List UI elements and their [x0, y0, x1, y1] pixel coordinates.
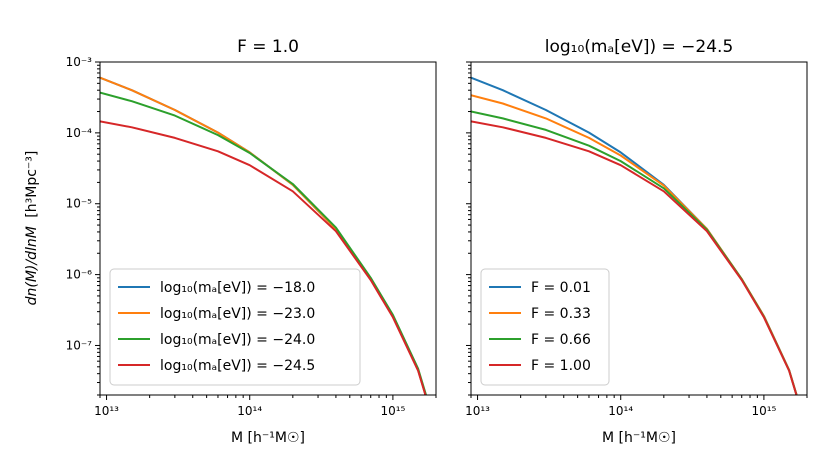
y-axis-label-main: dn(M)/dlnM [24, 226, 40, 305]
x-tick-label-2: 10¹⁵ [751, 404, 776, 418]
y-tick-label-4: 10⁻³ [66, 55, 93, 69]
left-panel: F = 1.0 10¹³ 10¹⁴ 10¹⁵ 10⁻⁷ 10⁻⁶ 10⁻⁵ 10⁻⁴ 10⁻³ M… [66, 37, 437, 446]
x-tick-label-1: 10¹⁴ [608, 404, 633, 418]
legend-entry-2: F = 0.66 [531, 332, 591, 348]
y-tick-label-0: 10⁻⁷ [66, 338, 93, 352]
plot-frame [470, 61, 808, 396]
legend: F = 0.01 F = 0.33 F = 0.66 F = 1.00 [480, 268, 610, 386]
legend-entry-0: log₁₀(mₐ[eV]) = −18.0 [160, 280, 315, 296]
y-axis-label-unit: [h³Mpc⁻³] [24, 151, 40, 218]
series-lines [471, 76, 798, 395]
chart-title-0: F = 1.0 [237, 37, 299, 57]
legend-frame [480, 268, 610, 386]
legend-entry-1: log₁₀(mₐ[eV]) = −23.0 [160, 306, 315, 322]
x-tick-label-0: 10¹³ [94, 404, 119, 418]
series-lines [100, 76, 428, 395]
legend-frame [109, 268, 361, 386]
y-tick-label-1: 10⁻⁶ [66, 268, 93, 282]
chart-title-1: log₁₀(mₐ[eV]) = −24.5 [545, 37, 734, 57]
y-tick-label-2: 10⁻⁵ [66, 197, 93, 211]
x-tick-label-1: 10¹⁴ [237, 404, 262, 418]
series-line-3 [471, 120, 798, 395]
right-panel: log₁₀(mₐ[eV]) = −24.5 10¹³ 10¹⁴ 10¹⁵ M [h⁻¹M… [465, 37, 808, 446]
series-line-3 [100, 120, 427, 395]
x-axis-label-1: M [h⁻¹M☉] [602, 430, 676, 446]
x-tick-label-0: 10¹³ [465, 404, 490, 418]
legend-entry-3: F = 1.00 [531, 358, 591, 374]
x-axis-label-0: M [h⁻¹M☉] [231, 430, 305, 446]
legend-entry-0: F = 0.01 [531, 280, 591, 296]
plot-frame [99, 61, 437, 396]
y-axis-label: dn(M)/dlnM [h³Mpc⁻³] [24, 151, 40, 306]
legend-entry-2: log₁₀(mₐ[eV]) = −24.0 [160, 332, 315, 348]
y-tick-label-3: 10⁻⁴ [66, 126, 93, 140]
legend: log₁₀(mₐ[eV]) = −18.0 log₁₀(mₐ[eV]) = −23… [109, 268, 361, 386]
legend-entry-3: log₁₀(mₐ[eV]) = −24.5 [160, 358, 315, 374]
legend-entry-1: F = 0.33 [531, 306, 591, 322]
x-tick-label-2: 10¹⁵ [380, 404, 405, 418]
